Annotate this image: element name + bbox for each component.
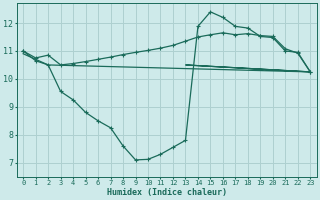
X-axis label: Humidex (Indice chaleur): Humidex (Indice chaleur) <box>107 188 227 197</box>
